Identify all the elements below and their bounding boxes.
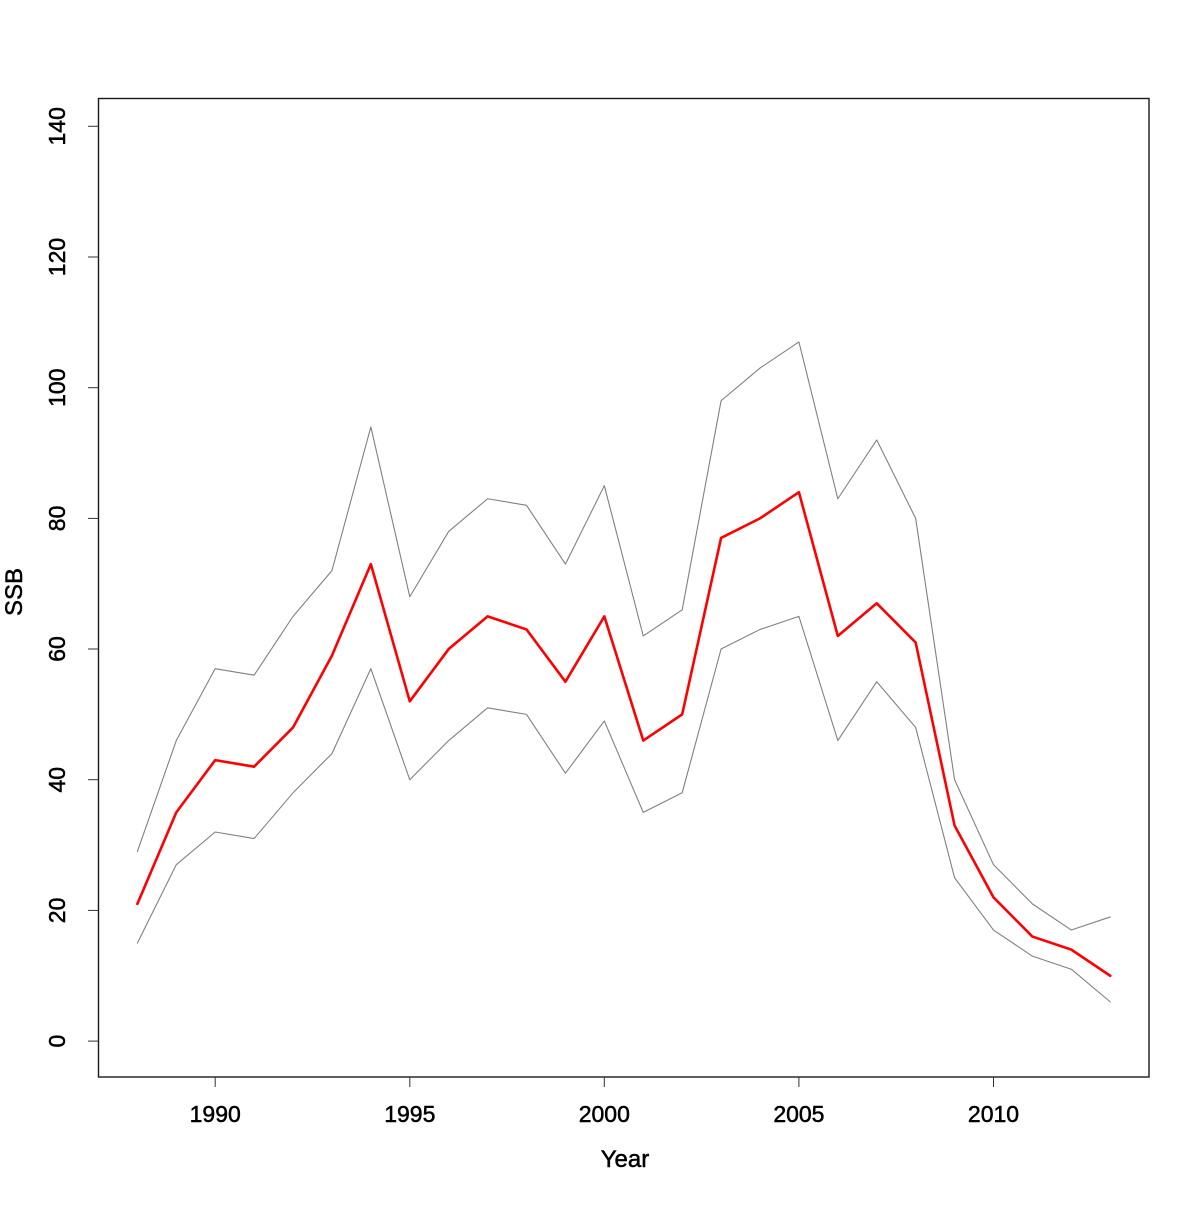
svg-text:80: 80 [44, 506, 70, 532]
svg-text:1990: 1990 [190, 1101, 241, 1127]
svg-text:0: 0 [44, 1035, 70, 1048]
svg-text:60: 60 [44, 636, 70, 662]
svg-text:SSB: SSB [1, 568, 28, 616]
svg-text:100: 100 [44, 369, 70, 407]
svg-text:140: 140 [44, 107, 70, 145]
svg-text:40: 40 [44, 767, 70, 793]
svg-text:2005: 2005 [773, 1101, 824, 1127]
svg-text:120: 120 [44, 238, 70, 276]
svg-text:Year: Year [601, 1146, 650, 1173]
svg-text:1995: 1995 [384, 1101, 435, 1127]
svg-text:2000: 2000 [579, 1101, 630, 1127]
svg-text:2010: 2010 [968, 1101, 1019, 1127]
svg-text:20: 20 [44, 898, 70, 924]
